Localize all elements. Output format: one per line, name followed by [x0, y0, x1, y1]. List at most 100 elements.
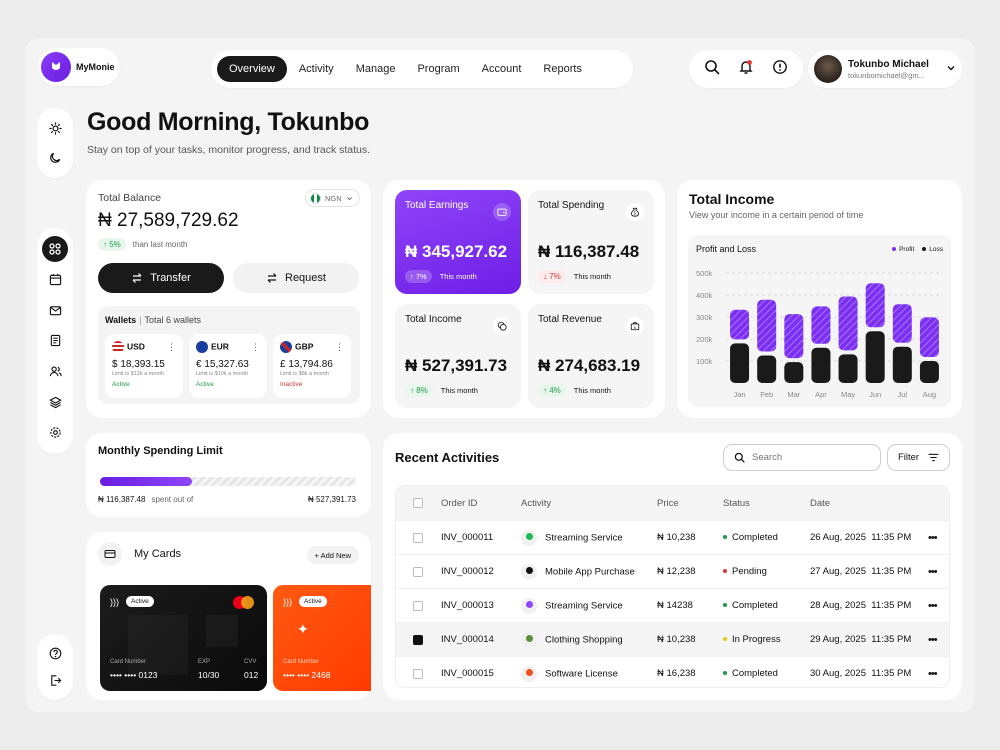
header-actions: [689, 50, 803, 88]
row-checkbox[interactable]: [413, 567, 423, 577]
order-id: INV_000011: [441, 532, 494, 543]
more-vertical-icon[interactable]: ⋮: [335, 341, 344, 352]
table-row[interactable]: INV_000011 Streaming Service ₦ 10,238 Compl…: [396, 520, 949, 554]
row-checkbox[interactable]: [413, 533, 423, 543]
total-spending-tile[interactable]: Total Spending $ ₦ 116,387.48 ↓ 7% This m…: [528, 190, 654, 294]
users-icon[interactable]: [42, 359, 68, 385]
status-text: Completed: [732, 600, 778, 611]
total-earnings-tile[interactable]: Total Earnings ₦ 345,927.62 ↑ 7% This mon…: [395, 190, 521, 294]
bar-profit[interactable]: [919, 317, 939, 357]
bar-profit[interactable]: [892, 304, 912, 343]
gear-icon[interactable]: [42, 420, 68, 446]
wallet-card-usd[interactable]: USD ⋮ $ 18,393.15 Limit is $12k a month A…: [105, 334, 183, 398]
mail-icon[interactable]: [42, 297, 68, 323]
table-row[interactable]: INV_000015 Software License ₦ 16,238 Comple…: [396, 656, 949, 687]
wallet-card-gbp[interactable]: GBP ⋮ £ 13,794.86 Limit is $8k a month In…: [273, 334, 351, 398]
bar-profit[interactable]: [838, 296, 858, 351]
card-cvv-label: CVV: [244, 659, 257, 665]
info-icon[interactable]: [772, 59, 788, 80]
bar-profit[interactable]: [811, 306, 831, 344]
more-horizontal-icon[interactable]: •••: [928, 565, 938, 578]
card-orange[interactable]: ))) Active ✦ Card Number •••• •••• 2468: [273, 585, 371, 691]
bar-loss[interactable]: [757, 355, 777, 384]
bar-loss[interactable]: [838, 354, 858, 383]
tab-reports[interactable]: Reports: [543, 63, 582, 75]
moon-icon[interactable]: [42, 145, 68, 171]
wallet-currency: GBP: [295, 341, 314, 352]
row-checkbox[interactable]: [413, 669, 423, 679]
bar-loss[interactable]: [919, 361, 939, 383]
request-button[interactable]: Request: [233, 263, 359, 293]
status-text: Pending: [732, 566, 767, 577]
tab-manage[interactable]: Manage: [355, 63, 396, 75]
card-black[interactable]: ))) Active Card Number •••• •••• 0123 EX…: [100, 585, 267, 691]
sun-icon[interactable]: [42, 116, 68, 142]
table-row[interactable]: INV_000012 Mobile App Purchase ₦ 12,238 Pen…: [396, 554, 949, 588]
tile-value: ₦ 345,927.62: [405, 242, 508, 261]
column-activity[interactable]: Activity: [521, 497, 552, 509]
more-horizontal-icon[interactable]: •••: [928, 667, 938, 680]
more-horizontal-icon[interactable]: •••: [928, 633, 938, 646]
more-vertical-icon[interactable]: ⋮: [167, 341, 176, 352]
bar-loss[interactable]: [811, 347, 831, 383]
total-income-tile[interactable]: Total Income ₦ 527,391.73 ↑ 8% This month: [395, 304, 521, 408]
tab-account[interactable]: Account: [481, 63, 522, 75]
chevron-down-icon[interactable]: [946, 60, 956, 78]
card-status-badge: Active: [299, 596, 327, 607]
notification-bell-icon[interactable]: [738, 59, 754, 80]
calendar-icon[interactable]: [42, 267, 68, 293]
row-checkbox[interactable]: [413, 635, 423, 645]
search-input[interactable]: [752, 452, 872, 463]
help-icon[interactable]: [42, 641, 68, 667]
tile-note: This month: [573, 386, 611, 395]
add-card-button[interactable]: + Add New: [306, 546, 359, 564]
tab-activity[interactable]: Activity: [298, 63, 334, 75]
bar-loss[interactable]: [865, 331, 885, 383]
search-icon[interactable]: [704, 59, 720, 80]
profit-loss-chart: Profit and Loss Profit Loss 100k 200k 300k…: [688, 235, 951, 407]
wallet-status: Active: [112, 381, 130, 388]
top-nav: Overview Activity Manage Program Account…: [211, 50, 633, 88]
brand-logo[interactable]: MyMonie: [38, 48, 120, 86]
tab-program[interactable]: Program: [417, 63, 460, 75]
bar-profit[interactable]: [865, 283, 885, 328]
logout-icon[interactable]: [42, 668, 68, 694]
bar-profit[interactable]: [784, 314, 804, 359]
wallet-card-eur[interactable]: EUR ⋮ € 15,327.63 Limit is $10k a month A…: [189, 334, 267, 398]
spent-note: spent out of: [151, 495, 194, 504]
income-title: Total Income: [689, 191, 775, 207]
merchant-icon: [521, 665, 537, 682]
status-text: Completed: [732, 532, 778, 543]
wallets-count: Total 6 wallets: [144, 315, 202, 325]
row-checkbox[interactable]: [413, 601, 423, 611]
bar-profit[interactable]: [757, 299, 777, 352]
more-horizontal-icon[interactable]: •••: [928, 531, 938, 544]
card-exp-label: EXP: [198, 659, 211, 665]
column-date[interactable]: Date: [810, 497, 831, 509]
select-all-checkbox[interactable]: [413, 498, 423, 508]
bar-loss[interactable]: [784, 362, 804, 383]
balance-amount: ₦ 27,589,729.62: [98, 210, 239, 231]
column-status[interactable]: Status: [723, 497, 750, 509]
sidebar-item-dashboard[interactable]: [42, 236, 68, 263]
more-vertical-icon[interactable]: ⋮: [251, 341, 260, 352]
total-revenue-tile[interactable]: Total Revenue $ ₦ 274,683.19 ↑ 4% This mo…: [528, 304, 654, 408]
bar-loss[interactable]: [730, 343, 750, 383]
filter-button[interactable]: Filter: [887, 444, 950, 471]
table-row[interactable]: INV_000013 Streaming Service ₦ 14238 Comple…: [396, 588, 949, 622]
document-icon[interactable]: [42, 328, 68, 354]
order-id: INV_000014: [441, 634, 494, 645]
column-order-id[interactable]: Order ID: [441, 497, 478, 509]
spend-title: Monthly Spending Limit: [98, 445, 223, 457]
currency-select[interactable]: NGN: [305, 189, 360, 207]
status-badge: Completed: [723, 532, 778, 543]
user-menu[interactable]: Tokunbo Michael tokunbomichael@gm...: [808, 50, 962, 88]
column-price[interactable]: Price: [657, 497, 679, 509]
table-row[interactable]: INV_000014 Clothing Shopping ₦ 10,238 In Pr…: [396, 622, 949, 656]
layers-icon[interactable]: [42, 389, 68, 415]
transfer-button[interactable]: Transfer: [98, 263, 224, 293]
bar-loss[interactable]: [892, 346, 912, 383]
bar-profit[interactable]: [730, 309, 750, 340]
tab-overview[interactable]: Overview: [217, 56, 287, 82]
more-horizontal-icon[interactable]: •••: [928, 599, 938, 612]
